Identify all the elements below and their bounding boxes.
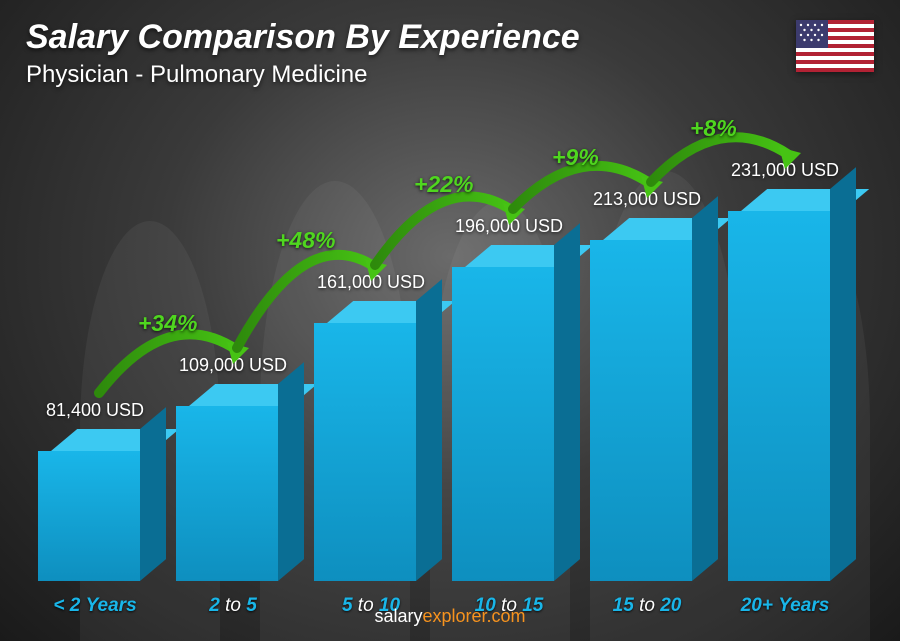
growth-arc-5 [30,121,860,581]
chart-subtitle: Physician - Pulmonary Medicine [26,61,580,89]
chart-title: Salary Comparison By Experience [26,18,580,57]
bar-chart: < 2 Years81,400 USD2 to 5109,000 USD5 to… [30,121,860,581]
brand-prefix: salary [374,606,422,626]
pct-label-5: +8% [690,115,737,142]
brand-suffix: explorer.com [422,606,525,626]
us-flag-icon [796,20,874,72]
chart-header: Salary Comparison By Experience Physicia… [26,18,580,89]
footer-brand: salaryexplorer.com [0,606,900,627]
